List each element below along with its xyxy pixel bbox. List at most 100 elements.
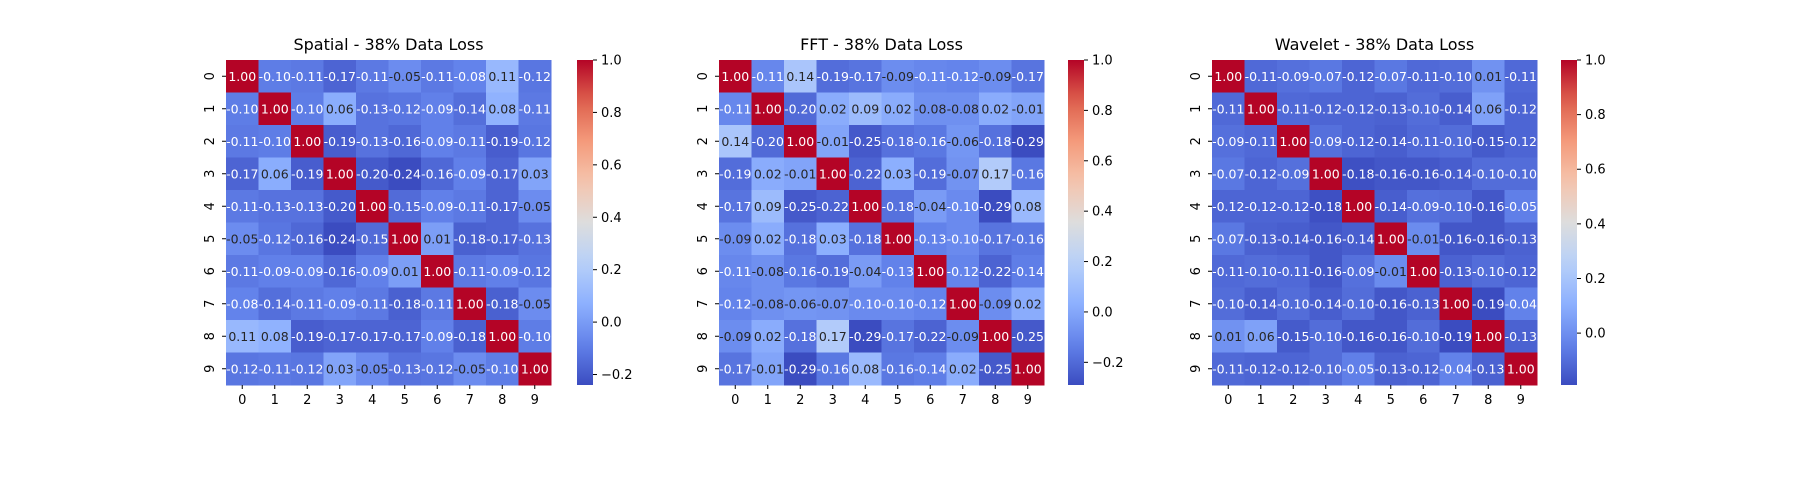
cell-value-label: -0.13 xyxy=(519,231,551,246)
heatmap-cell xyxy=(291,255,324,288)
heatmap-cell xyxy=(1342,92,1375,126)
x-tick-label: 7 xyxy=(466,393,474,408)
cell-value-label: -0.19 xyxy=(914,166,946,181)
cell-value-label: -0.18 xyxy=(389,296,421,311)
cell-value-label: 0.17 xyxy=(819,329,847,344)
heatmap-cell xyxy=(719,157,752,191)
heatmap-cell xyxy=(719,60,752,93)
cell-value-label: -0.16 xyxy=(324,264,356,279)
cell-value-label: -0.11 xyxy=(1407,134,1439,149)
cell-value-label: -0.11 xyxy=(1407,69,1439,84)
cell-value-label: 0.06 xyxy=(261,166,289,181)
cell-value-label: -0.09 xyxy=(1342,264,1374,279)
cell-value-label: -0.25 xyxy=(1012,329,1044,344)
heatmap-cell xyxy=(1407,352,1440,386)
heatmap-cell xyxy=(258,352,292,386)
heatmap-cell xyxy=(979,60,1012,93)
y-tick-label: 5 xyxy=(1189,235,1204,243)
cell-value-label: -0.09 xyxy=(1277,69,1309,84)
x-tick-label: 3 xyxy=(1322,393,1330,408)
heatmap-cell xyxy=(356,352,389,386)
heatmap-cell xyxy=(356,60,389,93)
cell-value-label: 0.03 xyxy=(884,166,912,181)
heatmap-cell xyxy=(388,287,422,321)
heatmap-cell xyxy=(1472,222,1505,256)
cell-value-label: -0.16 xyxy=(1310,264,1342,279)
heatmap-cell xyxy=(518,222,552,256)
heatmap-cell xyxy=(1011,157,1045,191)
heatmap-cell xyxy=(719,287,752,321)
cell-value-label: -0.07 xyxy=(1310,69,1342,84)
heatmap-cell xyxy=(816,287,850,321)
cell-value-label: -0.12 xyxy=(519,264,551,279)
colorbar-tick-label: 0.4 xyxy=(1092,205,1113,220)
heatmap-cell xyxy=(979,255,1012,288)
cell-value-label: 0.03 xyxy=(819,231,847,246)
cell-value-label: 0.06 xyxy=(1247,329,1275,344)
cell-value-label: -0.08 xyxy=(947,101,979,116)
cell-value-label: -0.16 xyxy=(1342,329,1374,344)
heatmap-cell xyxy=(486,92,519,126)
heatmap-cell xyxy=(816,157,850,191)
cell-value-label: 0.02 xyxy=(754,329,782,344)
heatmap-cell xyxy=(291,190,324,223)
heatmap-cell xyxy=(1244,320,1278,353)
heatmap-cell xyxy=(388,92,422,126)
x-tick-label: 4 xyxy=(861,393,869,408)
heatmap-cell xyxy=(388,320,422,353)
heatmap-cell xyxy=(946,190,980,223)
cell-value-label: -0.13 xyxy=(291,199,323,214)
cell-value-label: -0.07 xyxy=(947,166,979,181)
heatmap-cell xyxy=(323,352,357,386)
cell-value-label: -0.19 xyxy=(1440,329,1472,344)
y-tick-label: 2 xyxy=(1189,137,1204,145)
heatmap-cell xyxy=(1374,92,1408,126)
heatmap-cell xyxy=(1244,190,1278,223)
cell-value-label: -0.11 xyxy=(259,361,291,376)
heatmap-cell xyxy=(226,352,259,386)
cell-value-label: -0.12 xyxy=(1245,166,1277,181)
cell-value-label: 0.03 xyxy=(521,166,549,181)
heatmap-cell xyxy=(356,255,389,288)
cell-value-label: -0.14 xyxy=(259,296,291,311)
heatmap-cell xyxy=(323,287,357,321)
cell-value-label: -0.11 xyxy=(421,69,453,84)
cell-value-label: -0.18 xyxy=(454,231,486,246)
heatmap-cell xyxy=(1439,190,1473,223)
heatmap-cell xyxy=(1212,222,1245,256)
heatmap-cell xyxy=(1342,255,1375,288)
cell-value-label: -0.12 xyxy=(1342,69,1374,84)
heatmap-cell xyxy=(914,222,947,256)
heatmap-cell xyxy=(1212,352,1245,386)
heatmap-cell xyxy=(1407,320,1440,353)
heatmap-cell xyxy=(1407,157,1440,191)
cell-value-label: 0.02 xyxy=(884,101,912,116)
heatmap-cell xyxy=(1277,352,1310,386)
heatmap-cell xyxy=(914,60,947,93)
x-tick-label: 6 xyxy=(926,393,934,408)
x-tick-label: 8 xyxy=(498,393,506,408)
cell-value-label: 1.00 xyxy=(293,134,321,149)
heatmap-cell xyxy=(518,92,552,126)
heatmap-cell xyxy=(881,320,915,353)
cell-value-label: 1.00 xyxy=(949,296,977,311)
heatmap-cell xyxy=(849,92,882,126)
cell-value-label: 0.09 xyxy=(851,101,879,116)
heatmap-cell xyxy=(1342,60,1375,93)
cell-value-label: -0.01 xyxy=(752,361,784,376)
cell-value-label: -0.10 xyxy=(947,231,979,246)
heatmap-cell xyxy=(914,125,947,158)
cell-value-label: -0.11 xyxy=(1505,69,1537,84)
cell-value-label: -0.11 xyxy=(454,134,486,149)
heatmap-cell xyxy=(1309,157,1343,191)
heatmap-cell xyxy=(1504,222,1538,256)
cell-value-label: -0.11 xyxy=(519,101,551,116)
heatmap-cell xyxy=(1309,60,1343,93)
cell-value-label: 1.00 xyxy=(1409,264,1437,279)
cell-value-label: -0.10 xyxy=(947,199,979,214)
heatmap-cell xyxy=(1374,352,1408,386)
heatmap-cell xyxy=(1407,92,1440,126)
heatmap-cell xyxy=(421,255,454,288)
heatmap-cell xyxy=(1244,287,1278,321)
heatmap-cell xyxy=(518,287,552,321)
